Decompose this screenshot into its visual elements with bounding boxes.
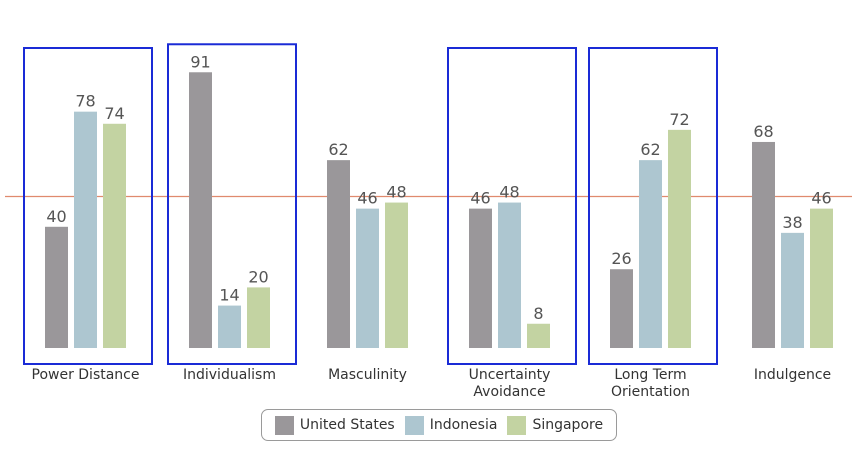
bar-indulgence-singapore xyxy=(810,208,833,348)
legend-label-singapore: Singapore xyxy=(532,417,604,433)
data-label-indulgence-indonesia: 38 xyxy=(782,213,802,232)
legend-swatch-united-states xyxy=(274,415,294,435)
bar-indulgence-indonesia xyxy=(781,232,804,348)
chart-legend: United States Indonesia Singapore xyxy=(261,409,617,441)
bar-long-term-orientation-singapore xyxy=(668,129,691,348)
category-label-uncertainty-avoidance-line2: Avoidance xyxy=(473,384,545,400)
bar-individualism-united-states xyxy=(189,72,212,349)
bar-power-distance-singapore xyxy=(103,123,126,348)
legend-label-indonesia: Indonesia xyxy=(429,417,498,433)
highlight-box-individualism xyxy=(167,43,297,366)
bar-masculinity-united-states xyxy=(327,160,350,348)
bar-indulgence-united-states xyxy=(752,141,775,348)
data-label-masculinity-indonesia: 46 xyxy=(357,189,377,208)
data-label-individualism-united-states: 91 xyxy=(190,52,210,71)
data-label-masculinity-singapore: 48 xyxy=(386,183,406,202)
highlight-box-uncertainty-avoidance xyxy=(447,47,577,365)
category-label-long-term-orientation-line1: Long Term xyxy=(614,367,686,383)
bar-power-distance-united-states xyxy=(45,226,68,348)
data-label-individualism-singapore: 20 xyxy=(248,267,268,286)
data-label-power-distance-singapore: 74 xyxy=(104,104,124,123)
legend-swatch-singapore xyxy=(507,415,527,435)
legend-item-singapore: Singapore xyxy=(507,415,604,435)
category-label-long-term-orientation-line2: Orientation xyxy=(611,384,690,400)
data-label-uncertainty-avoidance-united-states: 46 xyxy=(470,189,490,208)
data-label-long-term-orientation-singapore: 72 xyxy=(669,110,689,129)
category-label-individualism: Individualism xyxy=(183,367,276,383)
data-label-individualism-indonesia: 14 xyxy=(219,286,239,305)
bar-masculinity-indonesia xyxy=(356,208,379,348)
bar-uncertainty-avoidance-united-states xyxy=(469,208,492,348)
legend-item-indonesia: Indonesia xyxy=(404,415,498,435)
data-label-uncertainty-avoidance-indonesia: 48 xyxy=(499,183,519,202)
bar-individualism-singapore xyxy=(247,287,270,348)
category-label-power-distance: Power Distance xyxy=(32,367,140,383)
bar-masculinity-singapore xyxy=(385,202,408,348)
data-label-long-term-orientation-indonesia: 62 xyxy=(640,140,660,159)
bar-uncertainty-avoidance-indonesia xyxy=(498,202,521,348)
category-label-indulgence: Indulgence xyxy=(754,367,831,383)
bar-individualism-indonesia xyxy=(218,305,241,348)
highlight-box-power-distance xyxy=(23,47,153,365)
legend-item-united-states: United States xyxy=(274,415,395,435)
data-label-power-distance-indonesia: 78 xyxy=(75,92,95,111)
data-label-indulgence-singapore: 46 xyxy=(811,189,831,208)
bar-long-term-orientation-indonesia xyxy=(639,160,662,348)
bar-long-term-orientation-united-states xyxy=(610,269,633,348)
bar-uncertainty-avoidance-singapore xyxy=(527,323,550,348)
legend-swatch-indonesia xyxy=(404,415,424,435)
data-label-masculinity-united-states: 62 xyxy=(328,140,348,159)
data-label-long-term-orientation-united-states: 26 xyxy=(611,249,631,268)
bar-power-distance-indonesia xyxy=(74,111,97,348)
data-label-uncertainty-avoidance-singapore: 8 xyxy=(533,304,543,323)
highlight-box-long-term-orientation xyxy=(588,47,718,365)
data-label-power-distance-united-states: 40 xyxy=(46,207,66,226)
category-label-masculinity: Masculinity xyxy=(328,367,407,383)
data-label-indulgence-united-states: 68 xyxy=(753,122,773,141)
legend-label-united-states: United States xyxy=(299,417,395,433)
category-label-uncertainty-avoidance-line1: Uncertainty xyxy=(469,367,551,383)
